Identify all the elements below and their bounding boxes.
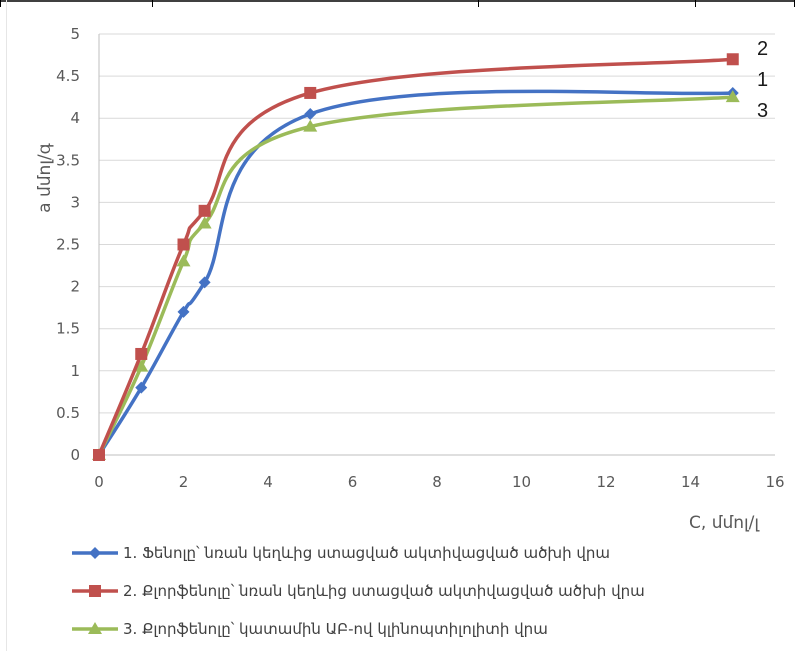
x-axis-title: C, մմոլ/լ <box>689 513 760 533</box>
y-tick-label: 5 <box>70 25 80 43</box>
x-tick-label: 16 <box>765 473 784 491</box>
x-tick-label: 6 <box>348 473 358 491</box>
x-tick-label: 14 <box>681 473 700 491</box>
triangle-marker <box>134 359 149 372</box>
square-marker <box>726 53 739 66</box>
square-marker <box>135 347 148 360</box>
y-tick-label: 2 <box>70 278 80 296</box>
legend-label: 3. Քլորֆենոլը՝ կատամին ԱԲ-ով կլինոպտիլոլ… <box>123 620 548 638</box>
series-1 <box>93 86 739 461</box>
square-marker <box>177 238 190 251</box>
curve-label-2: 2 <box>757 38 768 60</box>
series-line <box>97 95 733 456</box>
diamond-marker <box>135 381 148 394</box>
y-tick-label: 0.5 <box>56 404 80 422</box>
square-marker <box>89 585 101 597</box>
series-3 <box>92 90 740 460</box>
legend-item-1: 1. Ֆենոլը՝ նռան կեղևից ստացված ակտիվացվա… <box>72 544 610 562</box>
axes <box>98 34 775 456</box>
x-tick-labels: 0 2 4 6 8 10 12 14 16 <box>94 473 784 491</box>
x-tick-label: 4 <box>263 473 273 491</box>
x-tick-label: 12 <box>596 473 615 491</box>
square-marker <box>198 204 211 217</box>
legend: 1. Ֆենոլը՝ նռան կեղևից ստացված ակտիվացվա… <box>72 544 645 638</box>
square-marker <box>304 86 317 99</box>
gridlines <box>99 33 775 414</box>
triangle-marker <box>88 622 102 634</box>
square-marker <box>93 449 105 461</box>
x-tick-label: 0 <box>94 473 104 491</box>
diamond-marker <box>89 547 101 559</box>
series-2 <box>93 53 739 461</box>
curve-number-labels: 1 2 3 <box>757 38 768 122</box>
diamond-marker <box>177 305 190 318</box>
x-tick-label: 2 <box>179 473 189 491</box>
y-tick-label: 0 <box>70 446 80 464</box>
y-tick-label: 2.5 <box>56 236 80 254</box>
curve-label-1: 1 <box>757 69 768 91</box>
curve-label-3: 3 <box>757 100 768 122</box>
y-tick-label: 1.5 <box>56 320 80 338</box>
y-tick-label: 1 <box>70 362 80 380</box>
x-tick-label: 8 <box>432 473 442 491</box>
triangle-marker <box>176 254 191 267</box>
y-axis-title: a մմոլ/գ <box>35 142 55 212</box>
y-tick-label: 4 <box>70 109 80 127</box>
data-series <box>92 53 740 461</box>
y-tick-label: 4.5 <box>56 67 80 85</box>
diamond-marker <box>304 107 317 120</box>
triangle-marker <box>725 90 740 103</box>
y-tick-label: 3 <box>70 193 80 211</box>
x-tick-label: 10 <box>512 473 531 491</box>
legend-item-3: 3. Քլորֆենոլը՝ կատամին ԱԲ-ով կլինոպտիլոլ… <box>72 620 548 638</box>
legend-label: 2. Քլորֆենոլը՝ նռան կեղևից ստացված ակտիվ… <box>123 582 645 600</box>
legend-label: 1. Ֆենոլը՝ նռան կեղևից ստացված ակտիվացվա… <box>123 544 610 562</box>
triangle-marker <box>197 216 212 229</box>
y-tick-label: 3.5 <box>56 151 80 169</box>
triangle-marker <box>303 119 318 132</box>
legend-item-2: 2. Քլորֆենոլը՝ նռան կեղևից ստացված ակտիվ… <box>72 582 645 600</box>
series-line <box>97 89 733 456</box>
diamond-marker <box>198 276 211 289</box>
y-tick-labels: 0 0.5 1 1.5 2 2.5 3 3.5 4 4.5 5 <box>56 25 80 464</box>
